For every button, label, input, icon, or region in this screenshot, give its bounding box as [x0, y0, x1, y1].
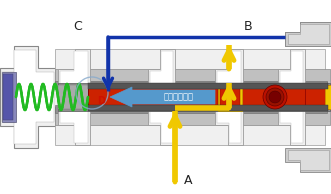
- Text: D: D: [97, 96, 105, 106]
- Bar: [218, 83, 242, 111]
- Circle shape: [266, 88, 284, 106]
- Text: 阀心移动方向: 阀心移动方向: [164, 93, 194, 101]
- Polygon shape: [278, 49, 305, 145]
- Circle shape: [269, 91, 281, 103]
- Bar: [220, 85, 240, 109]
- Bar: [55, 69, 330, 87]
- Polygon shape: [110, 87, 215, 107]
- Bar: [305, 85, 330, 109]
- Bar: [88, 85, 328, 109]
- Polygon shape: [215, 49, 243, 145]
- Polygon shape: [2, 50, 54, 144]
- Bar: [58, 85, 330, 109]
- Polygon shape: [288, 150, 329, 170]
- Polygon shape: [150, 51, 173, 143]
- Circle shape: [263, 85, 287, 109]
- Bar: [55, 107, 330, 125]
- Bar: [3, 74, 13, 120]
- Bar: [2, 72, 16, 122]
- Text: C: C: [73, 21, 82, 34]
- Bar: [55, 49, 325, 83]
- Bar: [88, 105, 328, 111]
- Polygon shape: [148, 49, 175, 145]
- Polygon shape: [217, 51, 241, 143]
- Polygon shape: [285, 148, 331, 172]
- Polygon shape: [285, 22, 331, 46]
- Polygon shape: [288, 24, 329, 44]
- Bar: [55, 105, 327, 113]
- Bar: [55, 81, 327, 89]
- Bar: [218, 85, 242, 109]
- Polygon shape: [0, 46, 58, 148]
- Bar: [55, 111, 325, 145]
- Polygon shape: [60, 51, 88, 143]
- Polygon shape: [285, 22, 331, 46]
- Text: B: B: [244, 21, 252, 34]
- Bar: [58, 83, 330, 111]
- Polygon shape: [58, 49, 90, 145]
- Bar: [325, 85, 331, 109]
- Polygon shape: [280, 51, 303, 143]
- Bar: [88, 83, 328, 89]
- Text: A: A: [184, 173, 192, 186]
